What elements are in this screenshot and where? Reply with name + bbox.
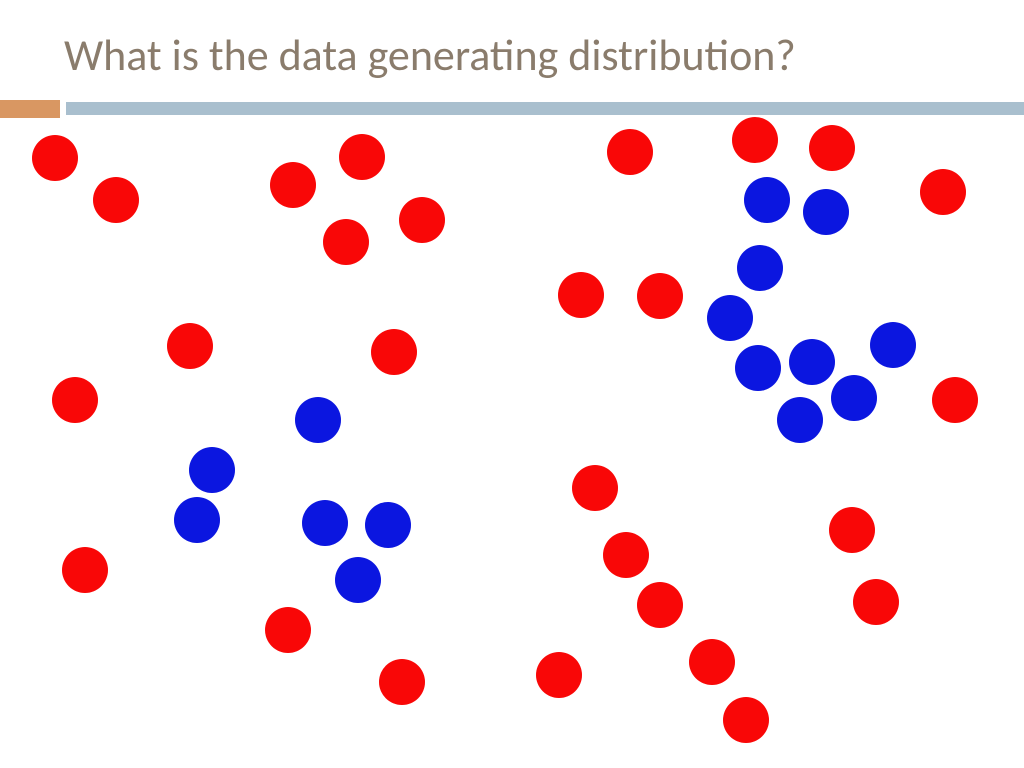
data-point [637, 582, 683, 628]
data-point [265, 607, 311, 653]
data-point [339, 134, 385, 180]
data-point [803, 189, 849, 235]
data-point [744, 177, 790, 223]
data-point [732, 117, 778, 163]
data-point [637, 273, 683, 319]
data-point [335, 557, 381, 603]
data-point [829, 507, 875, 553]
data-point [52, 377, 98, 423]
data-point [723, 697, 769, 743]
data-point [607, 129, 653, 175]
data-point [167, 323, 213, 369]
data-point [62, 547, 108, 593]
data-point [789, 339, 835, 385]
data-point [93, 177, 139, 223]
data-point [831, 375, 877, 421]
data-point [870, 322, 916, 368]
data-point [707, 295, 753, 341]
data-point [379, 659, 425, 705]
data-point [302, 500, 348, 546]
data-point [536, 652, 582, 698]
data-point [371, 329, 417, 375]
data-point [920, 169, 966, 215]
data-point [689, 639, 735, 685]
data-point [323, 219, 369, 265]
data-point [399, 197, 445, 243]
data-point [737, 245, 783, 291]
data-point [809, 125, 855, 171]
data-point [295, 397, 341, 443]
data-point [189, 447, 235, 493]
data-point [603, 532, 649, 578]
data-point [174, 497, 220, 543]
scatter-plot [0, 0, 1024, 768]
data-point [735, 345, 781, 391]
data-point [365, 502, 411, 548]
data-point [558, 272, 604, 318]
data-point [932, 377, 978, 423]
data-point [777, 397, 823, 443]
data-point [572, 465, 618, 511]
data-point [32, 135, 78, 181]
data-point [853, 579, 899, 625]
data-point [270, 162, 316, 208]
slide-root: What is the data generating distribution… [0, 0, 1024, 768]
